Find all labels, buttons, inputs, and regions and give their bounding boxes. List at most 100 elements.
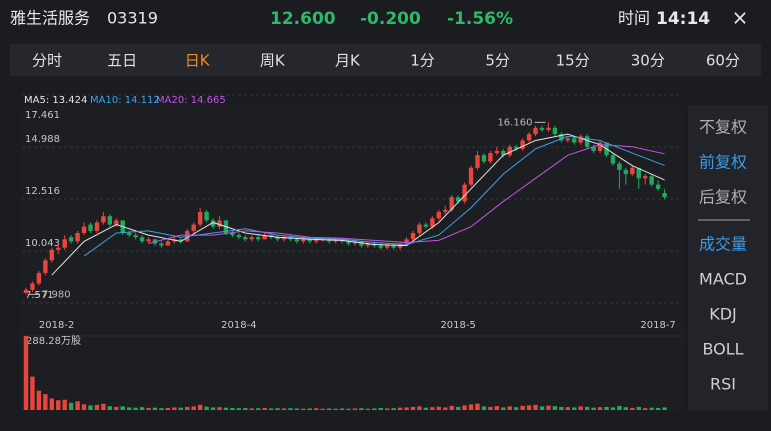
candle-body bbox=[449, 197, 454, 210]
candle-body bbox=[443, 209, 448, 212]
volume-bar bbox=[107, 406, 113, 410]
tab[interactable]: 1分 bbox=[410, 52, 435, 70]
candle-body bbox=[256, 237, 261, 240]
volume-bar bbox=[597, 407, 603, 410]
volume-bar bbox=[159, 408, 164, 410]
volume-bar bbox=[326, 408, 332, 410]
candle-body bbox=[584, 136, 590, 147]
candle-body bbox=[526, 134, 532, 141]
tab[interactable]: 日K bbox=[185, 52, 211, 70]
volume-bar bbox=[385, 408, 390, 410]
candle-body bbox=[417, 224, 422, 233]
x-tick-label: 2018-2 bbox=[39, 320, 74, 331]
volume-bar bbox=[262, 407, 267, 410]
candle-body bbox=[107, 216, 113, 225]
y-tick-label: 7.571 bbox=[25, 290, 54, 301]
side-panel bbox=[688, 105, 768, 411]
candle-body bbox=[81, 226, 87, 233]
volume-bar bbox=[288, 408, 293, 410]
volume-bar bbox=[417, 406, 422, 410]
tab[interactable]: 分时 bbox=[32, 52, 62, 70]
volume-bar bbox=[23, 336, 29, 410]
candle-body bbox=[430, 218, 435, 227]
volume-bar bbox=[378, 407, 383, 410]
candle-body bbox=[552, 127, 558, 135]
candle-body bbox=[494, 150, 500, 154]
candle-body bbox=[210, 220, 216, 227]
volume-bar bbox=[397, 407, 403, 410]
indicator-option[interactable]: KDJ bbox=[709, 305, 737, 324]
tab[interactable]: 周K bbox=[260, 52, 286, 70]
annotation-label: 16.160 bbox=[497, 117, 532, 128]
legend-entry: MA5: 13.424 bbox=[24, 95, 87, 106]
adjust-option[interactable]: 前复权 bbox=[699, 153, 747, 172]
candle-body bbox=[481, 155, 487, 162]
adjust-option[interactable]: 不复权 bbox=[699, 118, 747, 137]
tab[interactable]: 5分 bbox=[485, 52, 510, 70]
candle-body bbox=[217, 220, 222, 227]
indicator-option[interactable]: MACD bbox=[699, 270, 747, 289]
candle-body bbox=[307, 239, 312, 242]
tab[interactable]: 30分 bbox=[631, 52, 665, 70]
indicator-option[interactable]: RSI bbox=[710, 375, 736, 394]
indicator-option[interactable]: 成交量 bbox=[699, 235, 747, 254]
volume-bar bbox=[185, 406, 190, 410]
volume-bar bbox=[546, 405, 551, 410]
candle-body bbox=[88, 224, 93, 231]
volume-bar bbox=[372, 408, 377, 410]
volume-bar bbox=[178, 407, 183, 410]
candle-body bbox=[197, 211, 203, 225]
volume-bar bbox=[139, 407, 145, 410]
volume-bar bbox=[604, 406, 609, 410]
candle-body bbox=[139, 237, 145, 242]
candle-body bbox=[294, 239, 300, 242]
volume-bar bbox=[210, 407, 216, 410]
volume-bar bbox=[584, 406, 590, 410]
volume-bar bbox=[610, 407, 616, 410]
candle-body bbox=[391, 245, 396, 248]
candle-body bbox=[488, 153, 493, 162]
candle-body bbox=[68, 237, 74, 242]
tab[interactable]: 五日 bbox=[107, 52, 137, 70]
volume-bar bbox=[630, 407, 635, 410]
volume-bar bbox=[559, 406, 564, 410]
tab[interactable]: 60分 bbox=[706, 52, 740, 70]
volume-bar bbox=[88, 405, 93, 410]
candle-body bbox=[378, 245, 383, 248]
volume-bar bbox=[578, 406, 583, 410]
x-tick-label: 2018-4 bbox=[221, 320, 256, 331]
y-tick-label: 10.043 bbox=[25, 238, 60, 249]
volume-bar bbox=[101, 403, 106, 410]
volume-bar bbox=[436, 406, 441, 410]
candle-body bbox=[191, 224, 196, 231]
time: 14:14 bbox=[656, 9, 710, 29]
adjust-option[interactable]: 后复权 bbox=[699, 188, 747, 207]
candle-body bbox=[36, 272, 42, 284]
indicator-option[interactable]: BOLL bbox=[702, 340, 743, 359]
volume-bar bbox=[133, 407, 138, 410]
tab[interactable]: 15分 bbox=[556, 52, 590, 70]
candle-body bbox=[610, 155, 616, 164]
volume-bar bbox=[662, 407, 667, 410]
volume-bar bbox=[514, 407, 519, 410]
candle-body bbox=[249, 237, 254, 240]
volume-bar bbox=[281, 408, 287, 410]
volume-bar bbox=[56, 400, 61, 410]
candle-body bbox=[165, 241, 171, 246]
candle-body bbox=[533, 127, 538, 135]
volume-bar bbox=[346, 408, 351, 410]
volume-bar bbox=[501, 407, 506, 410]
ma-line bbox=[148, 144, 665, 244]
close-button[interactable]: × bbox=[732, 6, 749, 30]
tab[interactable]: 月K bbox=[335, 52, 361, 70]
volume-bar bbox=[572, 407, 577, 410]
candle-body bbox=[49, 249, 54, 261]
candle-body bbox=[62, 239, 67, 248]
candle-body bbox=[636, 167, 641, 179]
price: 12.600 bbox=[270, 9, 336, 29]
candle-body bbox=[617, 163, 622, 170]
candle-body bbox=[56, 247, 61, 250]
candle-body bbox=[275, 237, 280, 240]
